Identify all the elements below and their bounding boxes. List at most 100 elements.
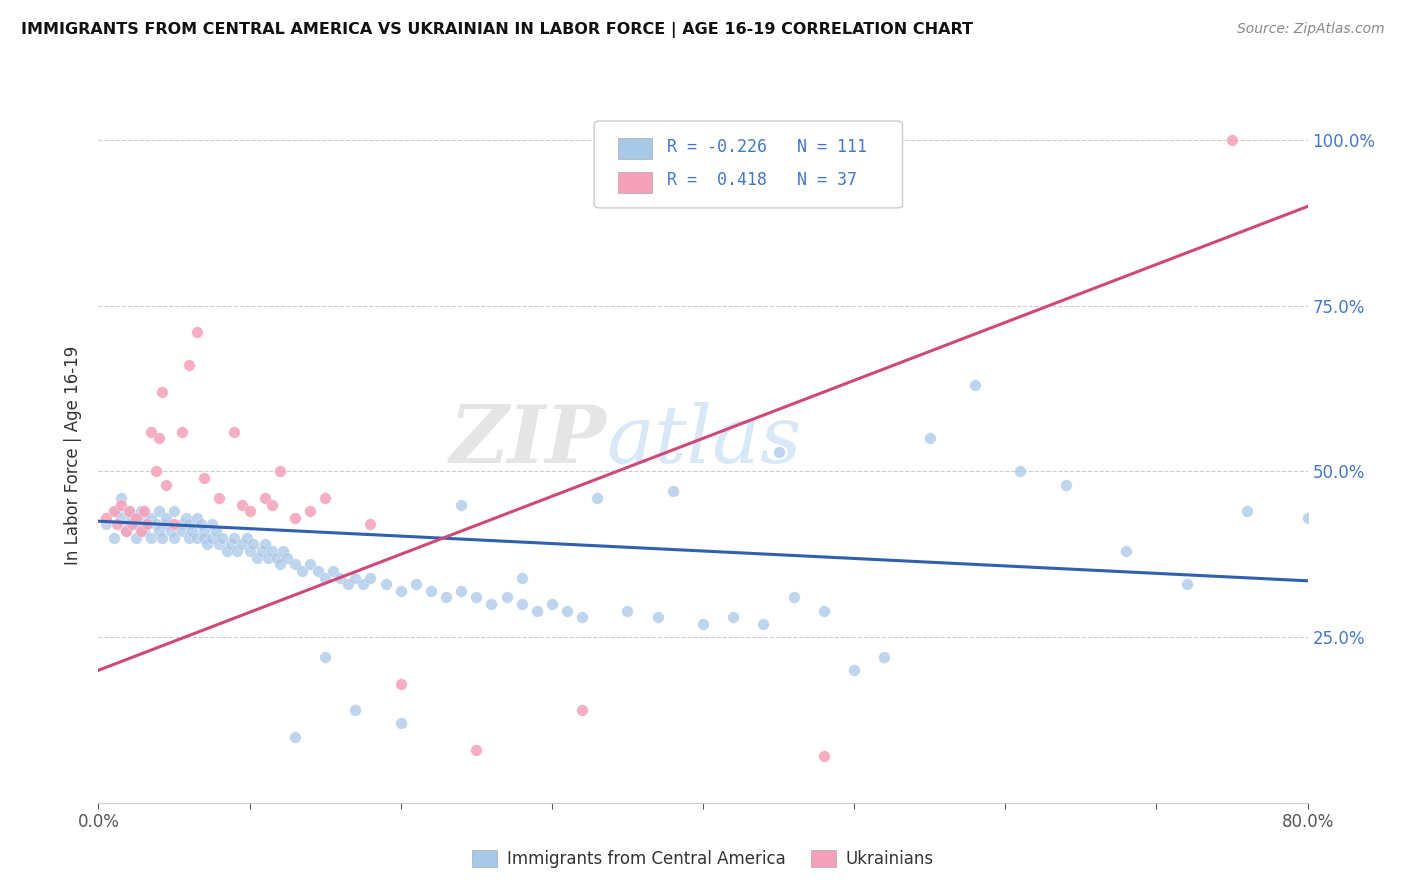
Point xyxy=(256,550,278,565)
Point xyxy=(571,703,593,717)
Point xyxy=(221,537,243,551)
Point xyxy=(114,524,136,538)
Point xyxy=(307,564,329,578)
Point xyxy=(495,591,517,605)
Point xyxy=(465,591,488,605)
Point xyxy=(155,477,177,491)
Point xyxy=(205,524,228,538)
Point xyxy=(510,570,533,584)
Point xyxy=(174,511,197,525)
Point xyxy=(231,498,253,512)
Point xyxy=(231,537,253,551)
Point xyxy=(389,716,412,731)
Point xyxy=(1010,465,1032,479)
Point xyxy=(450,583,472,598)
Point xyxy=(118,517,141,532)
Point xyxy=(768,444,790,458)
Point xyxy=(94,511,117,525)
Point xyxy=(752,616,775,631)
Point xyxy=(110,498,132,512)
Point xyxy=(314,650,336,665)
Point xyxy=(284,511,307,525)
FancyBboxPatch shape xyxy=(619,138,652,159)
Point xyxy=(186,326,208,340)
Point xyxy=(186,531,208,545)
Point xyxy=(344,703,367,717)
Point xyxy=(141,511,163,525)
Point xyxy=(201,517,224,532)
Point xyxy=(250,544,273,558)
Point xyxy=(360,517,382,532)
Point xyxy=(148,524,170,538)
Legend: Immigrants from Central America, Ukrainians: Immigrants from Central America, Ukraini… xyxy=(465,843,941,874)
Point xyxy=(434,591,457,605)
Point xyxy=(135,517,157,532)
Point xyxy=(235,531,257,545)
Point xyxy=(141,425,163,439)
Point xyxy=(336,577,359,591)
Point xyxy=(186,511,208,525)
Point xyxy=(224,425,246,439)
Point xyxy=(141,531,163,545)
Point xyxy=(170,517,193,532)
Text: IMMIGRANTS FROM CENTRAL AMERICA VS UKRAINIAN IN LABOR FORCE | AGE 16-19 CORRELAT: IMMIGRANTS FROM CENTRAL AMERICA VS UKRAI… xyxy=(21,22,973,38)
Point xyxy=(160,524,183,538)
Point xyxy=(284,730,307,744)
Point xyxy=(105,517,128,532)
Point xyxy=(242,537,264,551)
Point xyxy=(291,564,314,578)
Point xyxy=(195,537,218,551)
Point xyxy=(215,544,238,558)
Point xyxy=(813,749,835,764)
Point xyxy=(465,743,488,757)
Point xyxy=(208,537,231,551)
Point xyxy=(389,583,412,598)
Point xyxy=(163,504,186,518)
Point xyxy=(129,524,152,538)
Text: Source: ZipAtlas.com: Source: ZipAtlas.com xyxy=(1237,22,1385,37)
Point xyxy=(118,504,141,518)
Point xyxy=(1054,477,1077,491)
Point xyxy=(211,531,233,545)
Point xyxy=(145,517,167,532)
Point xyxy=(110,511,132,525)
Point xyxy=(163,531,186,545)
Text: R =  0.418   N = 37: R = 0.418 N = 37 xyxy=(666,171,856,189)
Point xyxy=(783,591,806,605)
Point xyxy=(129,504,152,518)
Point xyxy=(965,378,987,392)
Point xyxy=(299,558,322,572)
Point xyxy=(224,531,246,545)
Point xyxy=(105,504,128,518)
Point xyxy=(420,583,443,598)
Point xyxy=(132,524,155,538)
Point xyxy=(193,531,215,545)
Point xyxy=(510,597,533,611)
FancyBboxPatch shape xyxy=(595,121,903,208)
Point xyxy=(103,504,125,518)
Point xyxy=(360,570,382,584)
Point xyxy=(193,471,215,485)
Point xyxy=(114,524,136,538)
Point xyxy=(170,425,193,439)
Point xyxy=(344,570,367,584)
Point xyxy=(145,465,167,479)
Point xyxy=(125,531,148,545)
Point xyxy=(352,577,374,591)
Point xyxy=(329,570,352,584)
Point xyxy=(121,517,143,532)
Point xyxy=(526,604,548,618)
Point xyxy=(844,663,866,677)
Point xyxy=(723,610,745,624)
Point xyxy=(450,498,472,512)
Point xyxy=(271,544,294,558)
Point xyxy=(692,616,714,631)
Point xyxy=(150,531,173,545)
Text: ZIP: ZIP xyxy=(450,402,606,480)
Point xyxy=(239,504,262,518)
FancyBboxPatch shape xyxy=(619,172,652,193)
Point xyxy=(179,531,201,545)
Point xyxy=(179,359,201,373)
Point xyxy=(150,384,173,399)
Point xyxy=(148,431,170,445)
